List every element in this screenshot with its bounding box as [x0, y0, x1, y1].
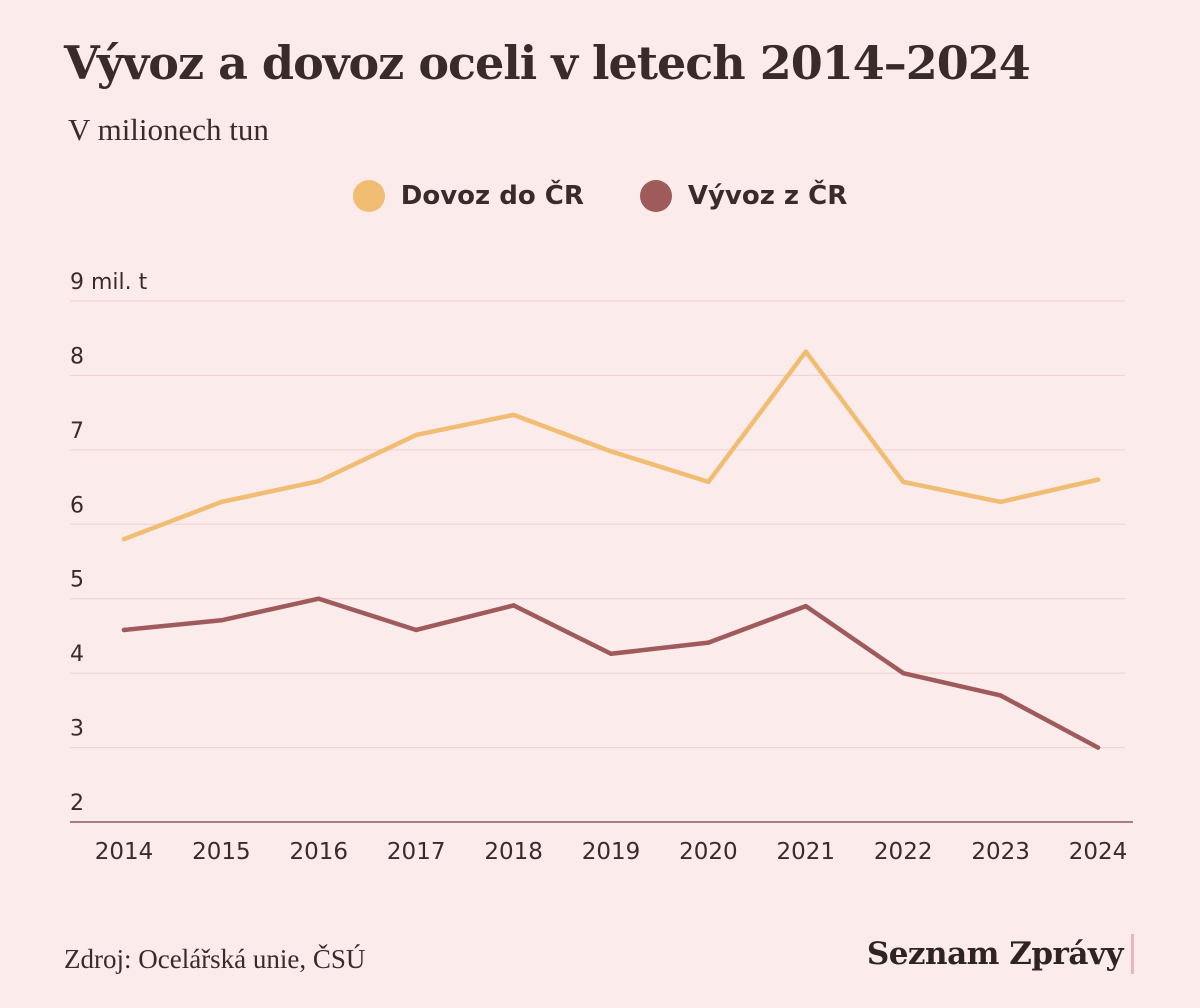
y-tick-label: 3	[70, 717, 84, 742]
x-tick-label: 2018	[484, 839, 543, 865]
x-tick-label: 2017	[387, 839, 446, 865]
data-point-export	[608, 651, 614, 656]
legend-item-import: Dovoz do ČR	[352, 180, 584, 212]
legend-swatch-import	[352, 180, 385, 212]
data-point-import	[706, 479, 711, 485]
source-note: Zdroj: Ocelářská unie, ČSÚ	[64, 944, 366, 974]
x-tick-label: 2014	[95, 839, 154, 865]
data-point-import	[316, 478, 321, 484]
y-tick-label: 6	[70, 493, 84, 518]
data-point-export	[511, 603, 516, 608]
legend-label-export: Vývoz z ČR	[687, 181, 848, 211]
x-tick-label: 2022	[874, 839, 933, 865]
data-point-export	[414, 627, 419, 633]
y-tick-label: 7	[70, 419, 84, 444]
legend-item-export: Vývoz z ČR	[639, 180, 848, 212]
data-point-export	[219, 618, 224, 623]
x-tick-label: 2021	[777, 839, 836, 865]
data-point-export	[316, 596, 321, 601]
x-tick-label: 2020	[679, 839, 738, 865]
chart-legend: Dovoz do ČR Vývoz z ČR	[0, 180, 1200, 212]
data-point-import	[608, 449, 614, 454]
data-point-import	[414, 432, 419, 438]
data-point-export	[803, 603, 808, 609]
data-point-import	[219, 499, 224, 505]
data-point-import	[121, 536, 127, 542]
data-point-export	[706, 640, 711, 645]
data-point-import	[998, 499, 1003, 505]
data-point-import	[803, 349, 808, 354]
y-tick-label: 8	[70, 344, 84, 369]
data-point-export	[1095, 745, 1101, 750]
legend-swatch-export	[639, 180, 672, 212]
data-point-import	[901, 479, 906, 485]
legend-label-import: Dovoz do ČR	[400, 181, 584, 211]
brand-logo: Seznam Zprávy	[867, 934, 1134, 974]
y-tick-label: 4	[70, 642, 84, 667]
y-tick-label: 9 mil. t	[70, 270, 148, 295]
chart-title: Vývoz a dovoz oceli v letech 2014–2024	[64, 36, 1031, 90]
data-point-import	[1095, 477, 1101, 482]
x-tick-label: 2023	[971, 839, 1030, 865]
data-point-export	[121, 627, 127, 633]
brand-bar	[1131, 934, 1134, 974]
x-tick-label: 2015	[192, 839, 251, 865]
chart-subtitle: V milionech tun	[68, 112, 269, 147]
x-tick-label: 2019	[582, 839, 641, 865]
data-point-import	[511, 412, 516, 418]
series-line-import	[121, 349, 1101, 542]
y-tick-label: 5	[70, 568, 84, 593]
data-point-export	[901, 670, 906, 676]
x-tick-label: 2024	[1069, 839, 1128, 865]
data-point-export	[998, 693, 1003, 698]
y-tick-label: 2	[70, 791, 84, 816]
brand-name: Seznam Zprávy	[866, 936, 1124, 972]
x-tick-label: 2016	[290, 839, 349, 865]
